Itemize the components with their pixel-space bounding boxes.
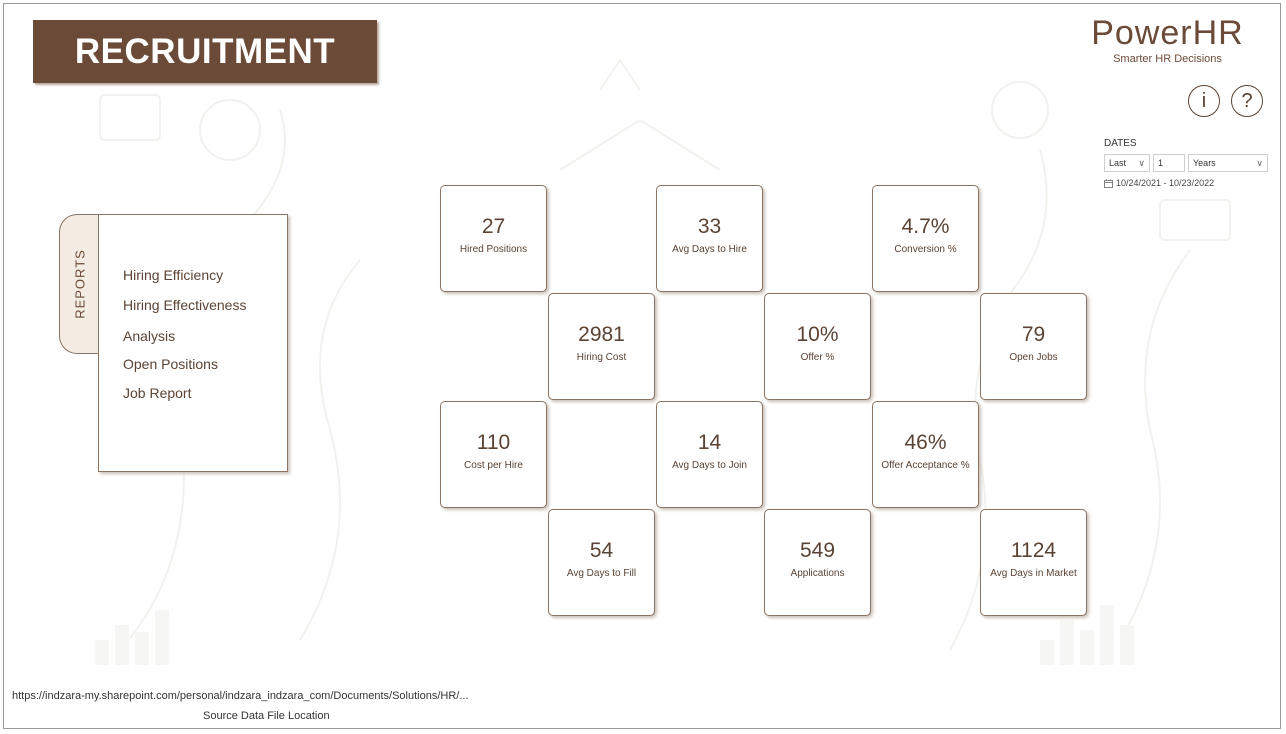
kpi-card-avg-days-to-hire: 33 Avg Days to Hire	[656, 185, 763, 292]
kpi-value: 54	[589, 538, 614, 562]
kpi-value: 2981	[578, 322, 625, 346]
info-button[interactable]: i	[1188, 85, 1220, 117]
kpi-value: 110	[476, 430, 511, 454]
report-link-job-report[interactable]: Job Report	[123, 385, 192, 401]
kpi-label: Cost per Hire	[464, 459, 523, 471]
kpi-label: Offer %	[800, 351, 835, 363]
kpi-label: Avg Days in Market	[990, 567, 1077, 579]
brand-name: PowerHR	[1091, 14, 1244, 52]
report-link-analysis[interactable]: Analysis	[123, 328, 176, 344]
period-count-input[interactable]: 1	[1153, 154, 1185, 172]
reports-tab-label: REPORTS	[72, 249, 87, 319]
kpi-value: 27	[481, 214, 506, 238]
kpi-label: Offer Acceptance %	[881, 459, 970, 471]
period-select-value: Last	[1109, 158, 1127, 168]
kpi-card-applications: 549 Applications	[764, 509, 871, 616]
kpi-card-avg-days-to-join: 14 Avg Days to Join	[656, 401, 763, 508]
report-link-open-positions[interactable]: Open Positions	[123, 356, 218, 372]
date-slicer: DATES Last ∨ 1 Years ∨ 10/24/2021 - 10/2…	[1104, 138, 1272, 188]
report-link-hiring-efficiency[interactable]: Hiring Efficiency	[123, 267, 224, 283]
kpi-value: 46%	[904, 430, 947, 454]
kpi-label: Avg Days to Join	[672, 459, 747, 471]
kpi-value: 79	[1021, 322, 1046, 346]
kpi-label: Avg Days to Hire	[672, 243, 747, 255]
kpi-value: 33	[697, 214, 722, 238]
date-slicer-label: DATES	[1104, 138, 1137, 149]
kpi-label: Open Jobs	[1009, 351, 1058, 363]
date-slicer-controls: Last ∨ 1 Years ∨	[1104, 154, 1272, 172]
kpi-card-hired-positions: 27 Hired Positions	[440, 185, 547, 292]
brand-tagline: Smarter HR Decisions	[1113, 53, 1222, 65]
help-icon: ?	[1241, 89, 1253, 112]
brand-logo: PowerHR Smarter HR Decisions	[1080, 14, 1255, 65]
kpi-card-open-jobs: 79 Open Jobs	[980, 293, 1087, 400]
kpi-label: Hired Positions	[459, 243, 528, 255]
date-range-display: 10/24/2021 - 10/23/2022	[1104, 178, 1272, 188]
source-data-caption: Source Data File Location	[203, 710, 330, 722]
kpi-label: Applications	[790, 567, 845, 579]
period-unit-value: Years	[1193, 158, 1216, 168]
calendar-icon	[1104, 179, 1113, 188]
info-icon: i	[1201, 89, 1207, 112]
kpi-value: 1124	[1010, 538, 1057, 562]
kpi-label: Conversion %	[894, 243, 957, 255]
help-button[interactable]: ?	[1231, 85, 1263, 117]
kpi-card-offer-acceptance: 46% Offer Acceptance %	[872, 401, 979, 508]
date-range-text: 10/24/2021 - 10/23/2022	[1116, 178, 1215, 188]
kpi-value: 14	[697, 430, 722, 454]
chevron-down-icon: ∨	[1138, 157, 1145, 168]
kpi-card-hiring-cost: 2981 Hiring Cost	[548, 293, 655, 400]
period-unit-dropdown[interactable]: Years ∨	[1188, 154, 1268, 172]
kpi-card-avg-days-in-market: 1124 Avg Days in Market	[980, 509, 1087, 616]
kpi-value: 549	[799, 538, 836, 562]
page-title: RECRUITMENT	[74, 31, 336, 71]
kpi-card-offer: 10% Offer %	[764, 293, 871, 400]
kpi-label: Avg Days to Fill	[566, 567, 637, 579]
page-title-banner: RECRUITMENT	[33, 20, 377, 83]
reports-tab[interactable]: REPORTS	[59, 214, 99, 354]
kpi-label: Hiring Cost	[576, 351, 627, 363]
period-select-dropdown[interactable]: Last ∨	[1104, 154, 1150, 172]
kpi-card-conversion: 4.7% Conversion %	[872, 185, 979, 292]
reports-menu-panel: Hiring Efficiency Hiring Effectiveness A…	[98, 214, 288, 472]
kpi-card-avg-days-to-fill: 54 Avg Days to Fill	[548, 509, 655, 616]
period-count-value: 1	[1158, 158, 1164, 168]
kpi-value: 4.7%	[901, 214, 950, 238]
source-data-link[interactable]: https://indzara-my.sharepoint.com/person…	[12, 690, 469, 702]
report-link-hiring-effectiveness[interactable]: Hiring Effectiveness	[123, 297, 247, 313]
kpi-value: 10%	[796, 322, 839, 346]
kpi-card-cost-per-hire: 110 Cost per Hire	[440, 401, 547, 508]
chevron-down-icon: ∨	[1256, 157, 1263, 168]
